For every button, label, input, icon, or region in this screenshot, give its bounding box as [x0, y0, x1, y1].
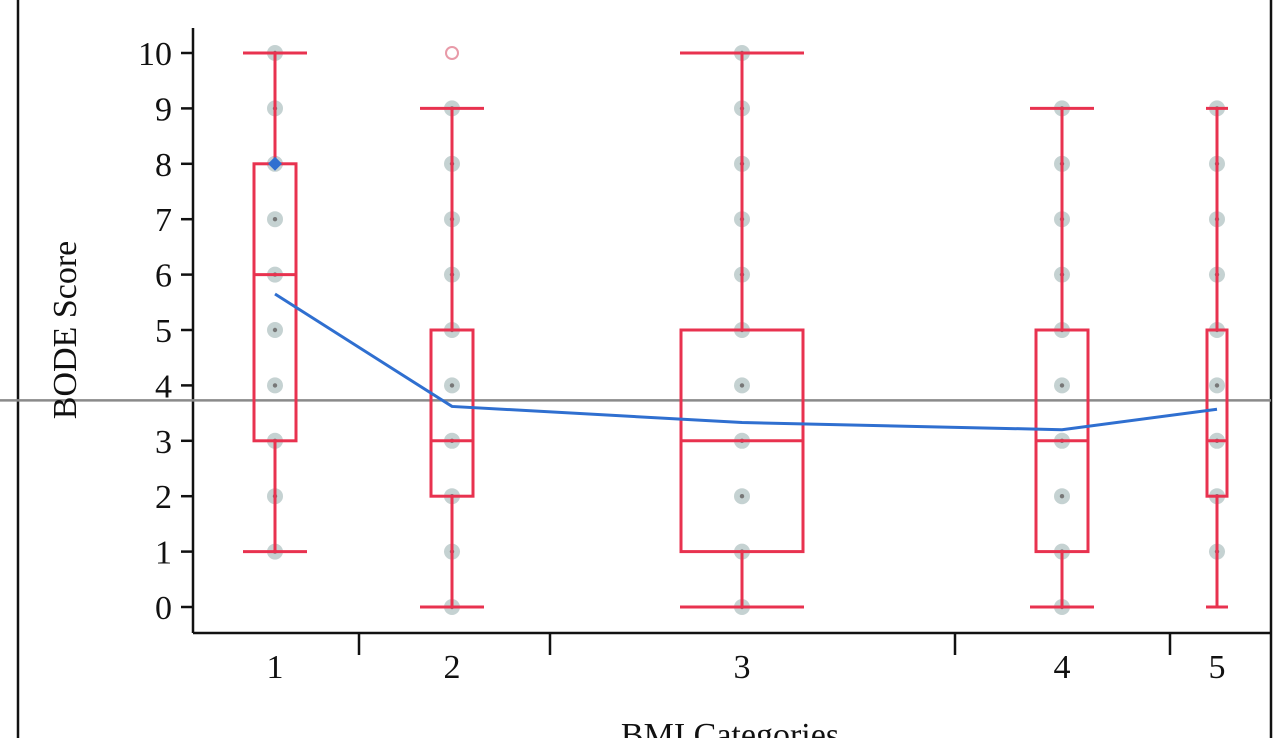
box-category-3 [680, 53, 804, 607]
data-point-center [740, 383, 744, 387]
mean-connector-line [275, 294, 1217, 430]
y-tick-label: 5 [155, 313, 172, 350]
x-axis-ticks: 1 2 3 4 5 [267, 633, 1226, 686]
y-tick-label: 1 [155, 535, 172, 572]
y-tick-label: 8 [155, 147, 172, 184]
x-axis-title: BMI Categories [621, 717, 839, 738]
data-point-center [273, 217, 277, 221]
box-category-2 [420, 47, 484, 607]
y-axis-title: BODE Score [47, 241, 84, 419]
data-point-center [1215, 383, 1219, 387]
iqr-box [1207, 330, 1227, 496]
data-point-center [1060, 494, 1064, 498]
data-point-center [273, 328, 277, 332]
x-tick-label: 4 [1054, 649, 1071, 686]
y-tick-label: 2 [155, 479, 172, 516]
box-category-5 [1206, 108, 1228, 607]
data-point-center [450, 383, 454, 387]
outlier-point [446, 47, 458, 59]
y-tick-label: 9 [155, 91, 172, 128]
iqr-box [431, 330, 473, 496]
box-category-1 [243, 53, 307, 552]
y-tick-label: 6 [155, 258, 172, 295]
data-point-center [1060, 383, 1064, 387]
x-tick-label: 3 [734, 649, 751, 686]
y-tick-label: 0 [155, 590, 172, 627]
x-tick-label: 1 [267, 649, 284, 686]
data-point-center [273, 383, 277, 387]
data-point-center [740, 494, 744, 498]
box-category-4 [1030, 108, 1094, 607]
y-tick-label: 7 [155, 202, 172, 239]
y-tick-label: 10 [138, 36, 172, 73]
x-tick-label: 2 [444, 649, 461, 686]
y-tick-label: 3 [155, 424, 172, 461]
x-tick-label: 5 [1209, 649, 1226, 686]
